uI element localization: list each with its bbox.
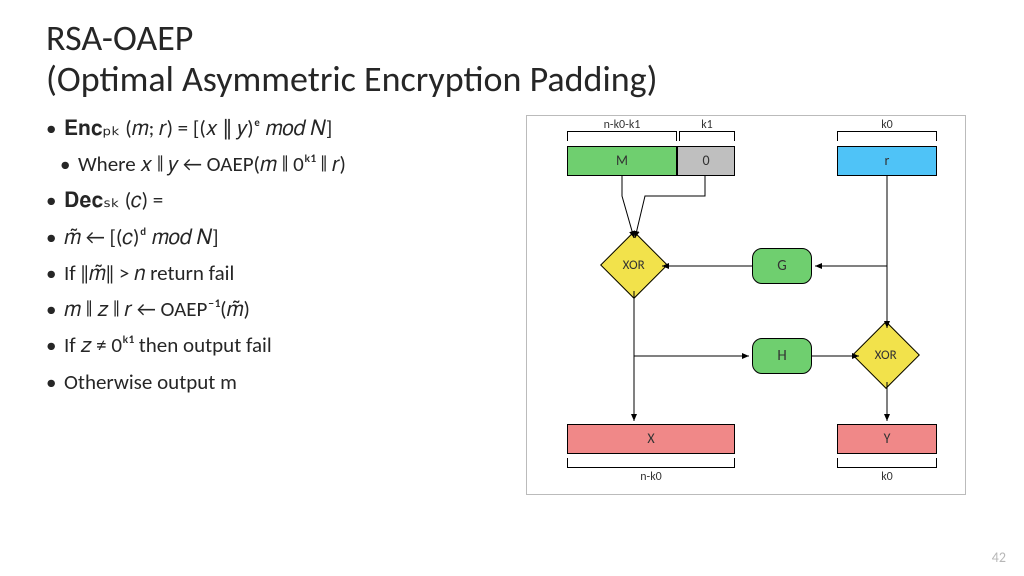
body-row: 𝐄𝐧𝐜ₚₖ (𝑚; 𝑟) = [(𝑥 ∥ 𝑦)ᵉ 𝑚𝑜𝑑 𝑁] Where 𝑥 … [46, 115, 978, 495]
bullet-8: Otherwise output m [46, 369, 516, 395]
node-m: M [567, 146, 677, 176]
bracket-bot-2 [837, 458, 937, 468]
bracket-bot-1 [567, 458, 735, 468]
slide: RSA-OAEP (Optimal Asymmetric Encryption … [0, 0, 1024, 576]
bullet-1: 𝐄𝐧𝐜ₚₖ (𝑚; 𝑟) = [(𝑥 ∥ 𝑦)ᵉ 𝑚𝑜𝑑 𝑁] [46, 115, 516, 141]
node-y: Y [837, 424, 937, 454]
bullet-7: If 𝑧 ≠ 0ᵏ¹ then output fail [46, 332, 516, 358]
slide-title: RSA-OAEP (Optimal Asymmetric Encryption … [46, 18, 978, 101]
bullet-list: 𝐄𝐧𝐜ₚₖ (𝑚; 𝑟) = [(𝑥 ∥ 𝑦)ᵉ 𝑚𝑜𝑑 𝑁] Where 𝑥 … [46, 115, 516, 495]
node-x: X [567, 424, 735, 454]
title-line-1: RSA-OAEP [46, 16, 193, 60]
bracket-2 [679, 131, 735, 141]
bullet-2: Where 𝑥 ∥ 𝑦 ← OAEP(𝑚 ∥ 0ᵏ¹ ∥ 𝑟) [46, 151, 516, 177]
bullet-5: If ‖𝑚̃‖ > 𝑛 return fail [46, 260, 516, 286]
bracket-1 [567, 131, 677, 141]
node-xor1: XOR [600, 231, 668, 299]
node-xor2: XOR [852, 321, 920, 389]
node-r: r [837, 146, 937, 176]
bullet-3: 𝐃𝐞𝐜ₛₖ (𝑐) = [46, 187, 516, 213]
bracket-label-k0: k0 [837, 118, 937, 132]
node-g: G [752, 248, 812, 284]
bracket-bot-label-1: n-k0 [567, 470, 735, 484]
bracket-bot-label-2: k0 [837, 470, 937, 484]
title-line-2: (Optimal Asymmetric Encryption Padding) [46, 57, 658, 101]
page-number: 42 [992, 549, 1006, 566]
bracket-3 [837, 131, 937, 141]
bracket-label-k1: k1 [679, 118, 735, 132]
node-zero: 0 [677, 146, 735, 176]
node-h: H [752, 338, 812, 374]
oaep-diagram: n-k0-k1 k1 k0 M 0 r XOR G H XOR X Y n-k0 [526, 115, 966, 495]
bullet-4: 𝑚̃ ← [(𝑐)ᵈ 𝑚𝑜𝑑 𝑁] [46, 224, 516, 250]
bullet-6: 𝑚 ∥ 𝑧 ∥ 𝑟 ← OAEP⁻¹(𝑚̃) [46, 296, 516, 322]
bracket-label-nk0k1: n-k0-k1 [567, 118, 677, 132]
